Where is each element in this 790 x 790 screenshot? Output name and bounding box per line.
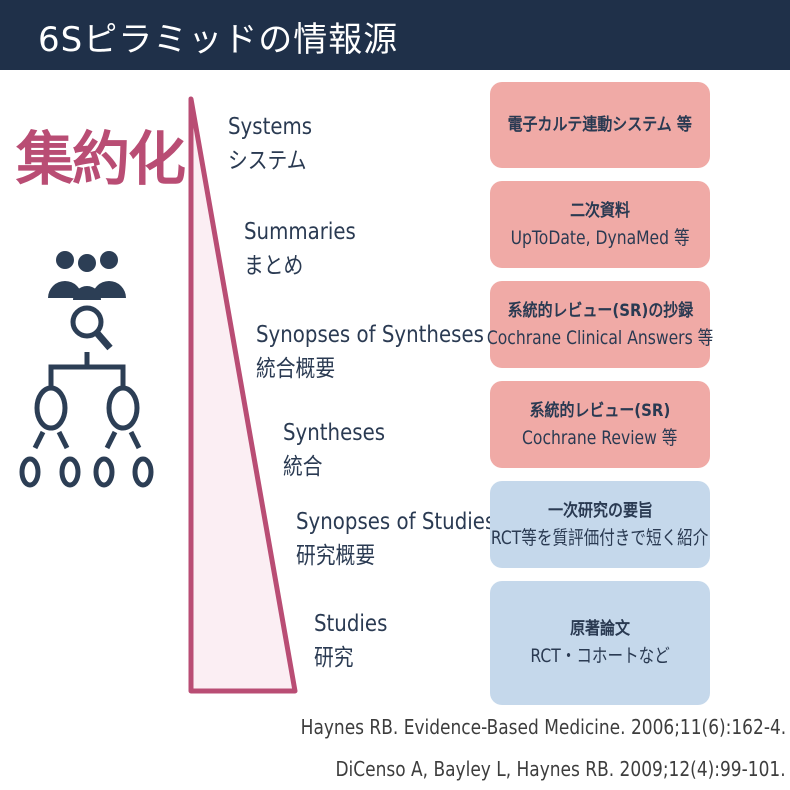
box-subtitle: RCT等を質評価付きで短く紹介	[491, 526, 709, 549]
level-studies: Studies 研究	[314, 607, 387, 675]
level-en: Synopses of Studies	[296, 509, 496, 535]
level-summaries: Summaries まとめ	[244, 215, 356, 283]
level-en: Summaries	[244, 219, 356, 245]
box-title: 系統的レビュー(SR)の抄録	[507, 300, 693, 321]
aggregation-label: 集約化	[16, 125, 186, 193]
source-box-syntheses: 系統的レビュー(SR) Cochrane Review 等	[490, 381, 710, 468]
source-box-studies: 原著論文 RCT・コホートなど	[490, 581, 710, 705]
box-subtitle: Cochrane Review 等	[522, 426, 678, 449]
source-box-synopses-of-syntheses: 系統的レビュー(SR)の抄録 Cochrane Clinical Answers …	[486, 281, 714, 368]
level-ja: 統合概要	[256, 356, 336, 382]
level-en: Systems	[228, 114, 313, 140]
level-en: Synopses of Syntheses	[256, 322, 484, 348]
level-synopses-of-syntheses: Synopses of Syntheses 統合概要	[256, 318, 484, 386]
level-ja: 統合	[283, 454, 323, 480]
pyramid-triangle	[188, 96, 298, 694]
box-subtitle: UpToDate, DynaMed 等	[510, 226, 690, 249]
slide-header: 6Sピラミッドの情報源	[0, 0, 790, 70]
level-systems: Systems システム	[228, 110, 312, 178]
box-title: 原著論文	[570, 619, 630, 639]
level-ja: 研究	[314, 645, 354, 671]
box-title: 系統的レビュー(SR)	[529, 400, 671, 421]
level-syntheses: Syntheses 統合	[283, 416, 385, 484]
box-title: 電子カルテ連動システム 等	[507, 115, 693, 135]
level-ja: 研究概要	[296, 543, 376, 569]
citation-2: DiCenso A, Bayley L, Haynes RB. 2009;12(…	[335, 757, 786, 781]
level-en: Studies	[314, 611, 388, 637]
level-en: Syntheses	[283, 420, 386, 446]
level-ja: まとめ	[244, 253, 304, 279]
source-box-systems: 電子カルテ連動システム 等	[490, 82, 710, 168]
people-search-hierarchy-icon	[19, 251, 154, 488]
citation-1: Haynes RB. Evidence-Based Medicine. 2006…	[300, 715, 786, 739]
level-synopses-of-studies: Synopses of Studies 研究概要	[296, 505, 495, 573]
box-title: 二次資料	[570, 200, 630, 221]
level-ja: システム	[228, 148, 307, 174]
source-box-synopses-of-studies: 一次研究の要旨 RCT等を質評価付きで短く紹介	[490, 481, 710, 568]
slide-title: 6Sピラミッドの情報源	[38, 20, 399, 60]
source-box-summaries: 二次資料 UpToDate, DynaMed 等	[490, 181, 710, 268]
box-subtitle: RCT・コホートなど	[530, 645, 670, 667]
box-subtitle: Cochrane Clinical Answers 等	[486, 326, 714, 349]
box-title: 一次研究の要旨	[547, 500, 653, 521]
